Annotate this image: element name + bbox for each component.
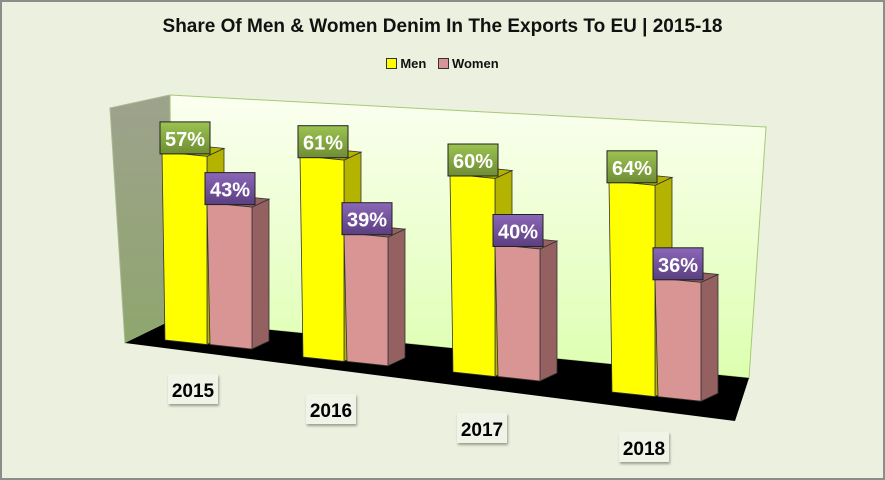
category-label-2016: 2016 — [306, 394, 356, 424]
svg-text:43%: 43% — [210, 180, 250, 202]
legend-label-men: Men — [400, 56, 427, 71]
svg-text:36%: 36% — [658, 255, 698, 277]
category-label-2018: 2018 — [619, 432, 669, 462]
legend-label-women: Women — [451, 56, 499, 71]
bar-front — [449, 173, 496, 377]
svg-text:2017: 2017 — [461, 420, 503, 441]
bar-women-2018[interactable] — [653, 269, 720, 402]
bar-front — [654, 277, 702, 402]
floor — [125, 320, 749, 421]
data-label-women-2018: 36% — [652, 247, 704, 281]
bar-women-2017[interactable] — [493, 236, 559, 382]
bar-women-2015[interactable] — [205, 194, 271, 350]
legend-item-men[interactable]: Men — [386, 56, 426, 71]
bar-front — [494, 244, 541, 382]
svg-text:61%: 61% — [303, 133, 343, 155]
svg-text:2015: 2015 — [172, 381, 215, 402]
data-label-men-2015: 57% — [159, 121, 211, 155]
svg-text:60%: 60% — [453, 151, 493, 173]
data-label-women-2016: 39% — [341, 202, 393, 236]
data-label-men-2016: 61% — [297, 125, 349, 159]
legend-item-women[interactable]: Women — [437, 56, 499, 71]
svg-text:57%: 57% — [165, 129, 205, 151]
bar-front — [206, 202, 253, 350]
chart-title: Share Of Men & Women Denim In The Export… — [162, 16, 723, 37]
data-label-women-2017: 40% — [492, 214, 544, 247]
bar-side — [539, 240, 558, 382]
bar-front — [161, 151, 208, 345]
data-label-women-2015: 43% — [204, 172, 256, 206]
bar-front — [299, 155, 345, 362]
legend-swatch-men — [386, 58, 398, 69]
bar-side — [387, 228, 406, 367]
bar-side — [251, 198, 270, 350]
svg-text:39%: 39% — [347, 210, 387, 232]
svg-text:2016: 2016 — [310, 401, 352, 422]
bar-front — [608, 180, 656, 398]
data-label-men-2018: 64% — [606, 150, 658, 184]
bar-front — [343, 232, 389, 367]
bar-women-2016[interactable] — [342, 224, 407, 367]
svg-text:64%: 64% — [612, 158, 652, 180]
svg-text:40%: 40% — [498, 222, 538, 244]
legend-swatch-women — [437, 58, 449, 69]
legend: Men Women — [2, 56, 883, 72]
category-label-2015: 2015 — [168, 374, 218, 404]
bar-side — [700, 273, 719, 402]
svg-text:2018: 2018 — [623, 439, 665, 460]
data-label-men-2017: 60% — [447, 143, 499, 177]
category-label-2017: 2017 — [457, 413, 507, 443]
